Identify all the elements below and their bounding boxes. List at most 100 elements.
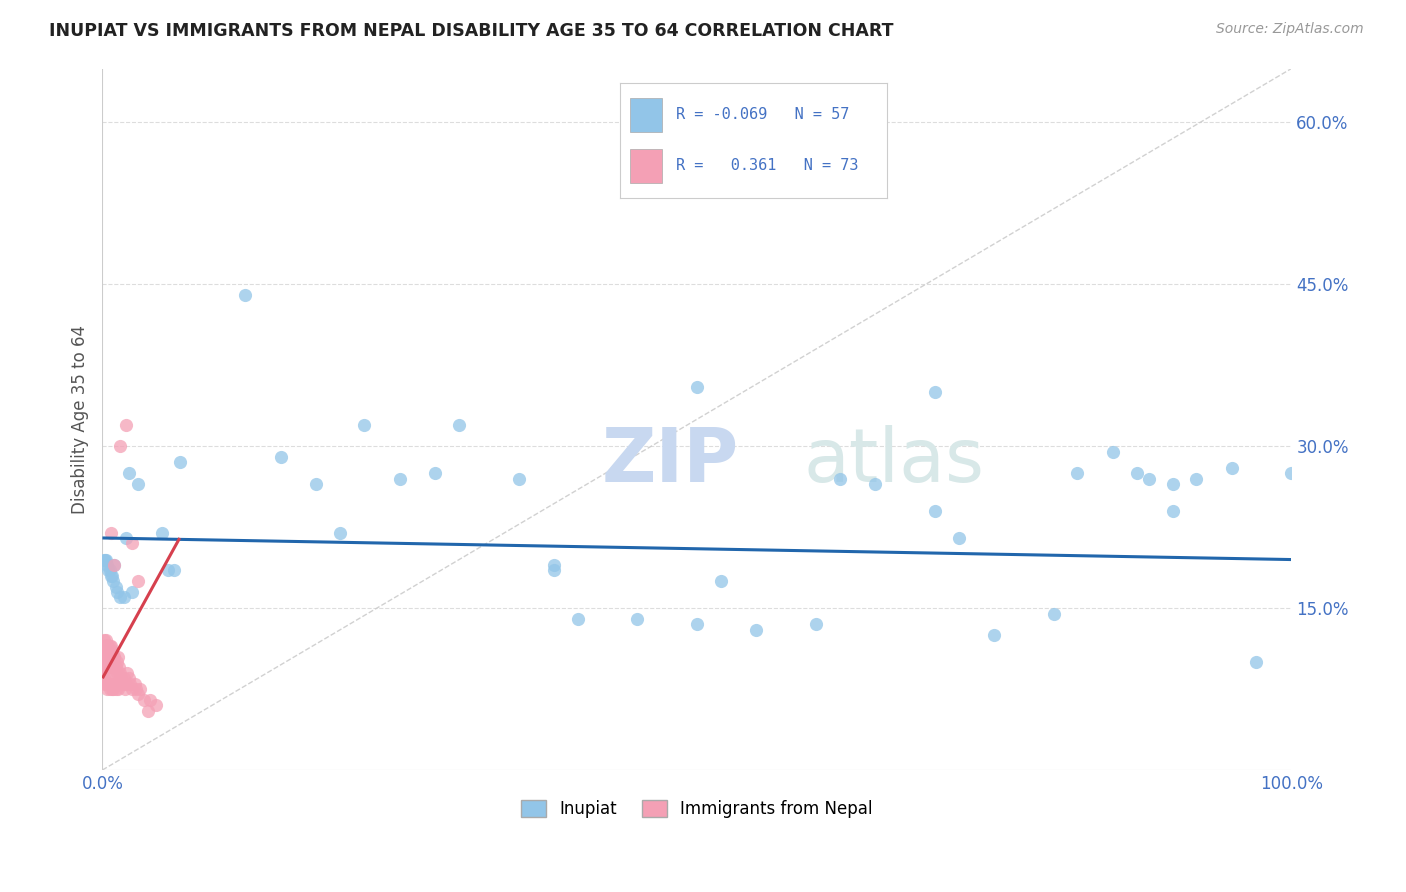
Point xyxy=(94,552,117,566)
Point xyxy=(104,580,127,594)
Point xyxy=(96,649,118,664)
Point xyxy=(163,563,186,577)
Point xyxy=(508,472,530,486)
Point xyxy=(121,536,143,550)
Point xyxy=(121,585,143,599)
Point xyxy=(1126,467,1149,481)
Point xyxy=(1244,655,1267,669)
Point xyxy=(96,639,118,653)
Text: Source: ZipAtlas.com: Source: ZipAtlas.com xyxy=(1216,22,1364,37)
Point xyxy=(94,639,117,653)
Point xyxy=(388,472,411,486)
Point xyxy=(924,385,946,400)
Point xyxy=(94,660,117,674)
Point xyxy=(110,439,132,453)
Point xyxy=(924,504,946,518)
Point xyxy=(110,665,132,680)
Point xyxy=(626,612,648,626)
Point xyxy=(103,558,125,572)
Point xyxy=(108,660,131,674)
Point xyxy=(1042,607,1064,621)
Point xyxy=(103,676,125,690)
Point xyxy=(111,676,134,690)
Point xyxy=(107,649,129,664)
Point xyxy=(124,676,146,690)
Legend: Inupiat, Immigrants from Nepal: Inupiat, Immigrants from Nepal xyxy=(515,793,880,825)
Point xyxy=(425,467,447,481)
Point xyxy=(353,417,375,432)
Point xyxy=(94,639,117,653)
Point xyxy=(98,644,121,658)
Point xyxy=(98,563,121,577)
Point xyxy=(94,660,117,674)
Point xyxy=(100,639,122,653)
Point xyxy=(103,649,125,664)
Point xyxy=(745,623,768,637)
Point xyxy=(118,676,141,690)
Point xyxy=(97,639,120,653)
Point xyxy=(101,681,124,696)
Point xyxy=(132,693,155,707)
Point xyxy=(117,671,139,685)
Point xyxy=(1281,467,1303,481)
Point xyxy=(94,649,117,664)
Point xyxy=(110,591,132,605)
Point xyxy=(93,552,115,566)
Point xyxy=(145,698,167,713)
Y-axis label: Disability Age 35 to 64: Disability Age 35 to 64 xyxy=(72,325,89,514)
Point xyxy=(110,671,132,685)
Point xyxy=(543,563,565,577)
Point xyxy=(101,574,124,589)
Point xyxy=(93,639,115,653)
Text: ZIP: ZIP xyxy=(602,425,740,498)
Point xyxy=(98,639,121,653)
Point xyxy=(156,563,179,577)
Point xyxy=(101,665,124,680)
Point xyxy=(112,671,135,685)
Point xyxy=(169,455,191,469)
Point xyxy=(115,676,138,690)
Point xyxy=(270,450,292,464)
Point xyxy=(103,649,125,664)
Point xyxy=(108,671,131,685)
Point xyxy=(94,644,117,658)
Point xyxy=(1102,444,1125,458)
Point xyxy=(100,655,122,669)
Point xyxy=(101,660,124,674)
Point xyxy=(100,676,122,690)
Point xyxy=(567,612,589,626)
Point xyxy=(125,681,148,696)
Point xyxy=(139,693,162,707)
Point xyxy=(103,558,125,572)
Point xyxy=(96,558,118,572)
Point xyxy=(1185,472,1208,486)
Text: INUPIAT VS IMMIGRANTS FROM NEPAL DISABILITY AGE 35 TO 64 CORRELATION CHART: INUPIAT VS IMMIGRANTS FROM NEPAL DISABIL… xyxy=(49,22,894,40)
Point xyxy=(94,676,117,690)
Point xyxy=(983,628,1005,642)
Point xyxy=(115,417,138,432)
Point xyxy=(543,558,565,572)
Point xyxy=(804,617,827,632)
Point xyxy=(1161,504,1184,518)
Point xyxy=(710,574,733,589)
Point xyxy=(117,665,139,680)
Point xyxy=(96,681,118,696)
Point xyxy=(97,563,120,577)
Point xyxy=(97,676,120,690)
Point xyxy=(117,467,139,481)
Point xyxy=(101,568,124,582)
Point xyxy=(686,617,709,632)
Point xyxy=(94,552,117,566)
Point xyxy=(91,644,114,658)
Text: atlas: atlas xyxy=(804,425,986,498)
Point xyxy=(96,665,118,680)
Point xyxy=(94,639,117,653)
Point xyxy=(98,660,121,674)
Point xyxy=(449,417,471,432)
Point xyxy=(1161,477,1184,491)
Point xyxy=(97,676,120,690)
Point xyxy=(150,525,173,540)
Point xyxy=(127,477,149,491)
Point xyxy=(136,704,159,718)
Point xyxy=(98,681,121,696)
